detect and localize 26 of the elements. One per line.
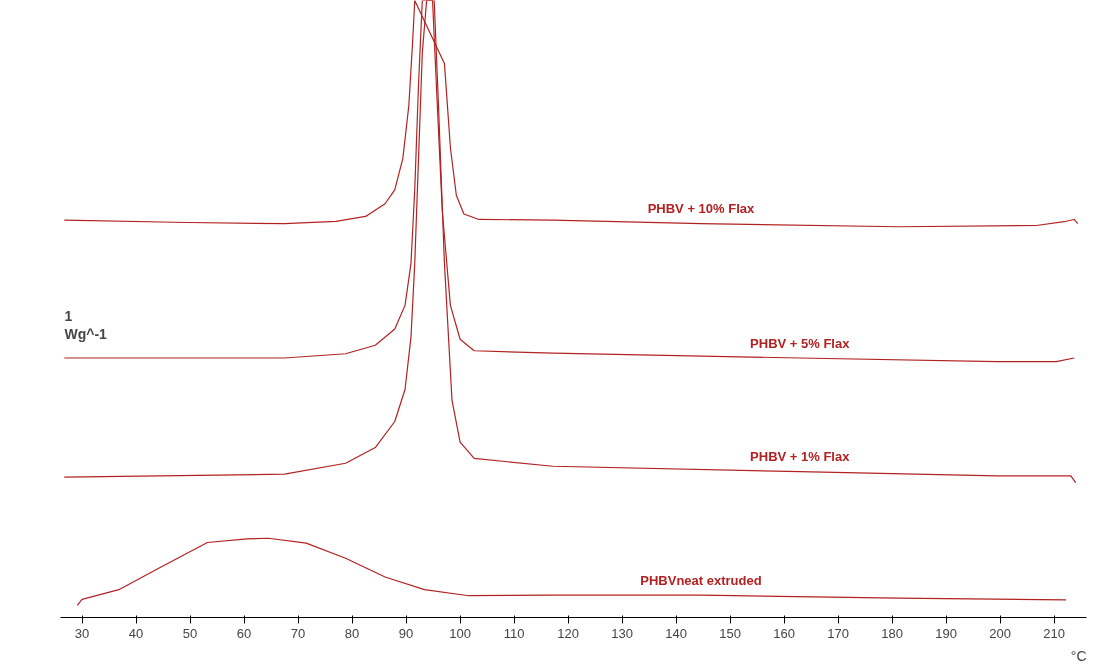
x-tick-label: 120 bbox=[557, 625, 579, 641]
x-tick-label: 30 bbox=[74, 625, 90, 641]
annotation: 1 bbox=[64, 308, 73, 325]
series-label: PHBV + 10% Flax bbox=[647, 201, 755, 217]
series-label: PHBVneat extruded bbox=[640, 572, 762, 588]
x-tick-label: 170 bbox=[827, 625, 849, 641]
x-tick-label: 190 bbox=[935, 625, 957, 641]
series-label: PHBV + 1% Flax bbox=[750, 449, 851, 465]
x-tick-label: 200 bbox=[989, 625, 1011, 641]
x-tick-label: 60 bbox=[236, 625, 252, 641]
series-label: PHBV + 5% Flax bbox=[750, 335, 851, 351]
x-tick-label: 150 bbox=[719, 625, 741, 641]
x-tick-label: 180 bbox=[881, 625, 903, 641]
x-tick-label: 40 bbox=[128, 625, 144, 641]
x-tick-label: 210 bbox=[1043, 625, 1065, 641]
x-tick-label: 80 bbox=[344, 625, 360, 641]
x-tick-label: 50 bbox=[182, 625, 198, 641]
x-axis-title: °C bbox=[1070, 647, 1087, 664]
x-tick-label: 130 bbox=[611, 625, 633, 641]
x-tick-label: 100 bbox=[449, 625, 471, 641]
x-tick-label: 90 bbox=[398, 625, 414, 641]
x-tick-label: 70 bbox=[290, 625, 306, 641]
x-tick-label: 160 bbox=[773, 625, 795, 641]
x-tick-label: 110 bbox=[503, 625, 525, 641]
annotation: Wg^-1 bbox=[64, 326, 108, 343]
x-tick-label: 140 bbox=[665, 625, 687, 641]
